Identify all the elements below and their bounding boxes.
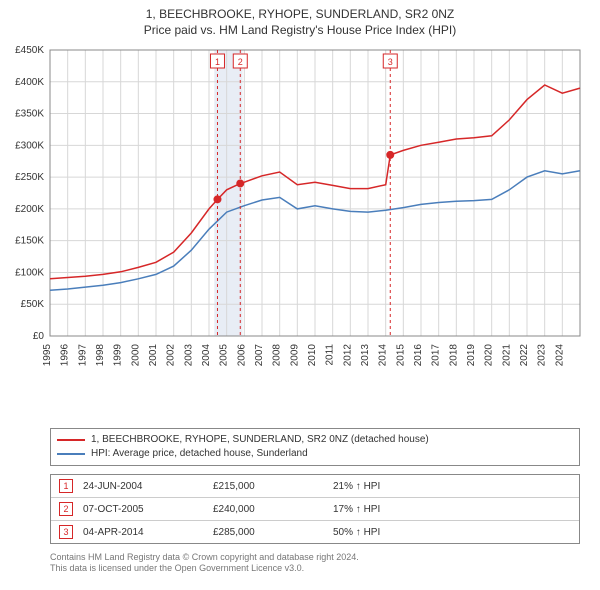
- svg-text:2019: 2019: [466, 344, 477, 367]
- svg-text:2013: 2013: [360, 344, 371, 367]
- svg-text:2010: 2010: [307, 344, 318, 367]
- svg-text:2003: 2003: [183, 344, 194, 367]
- sales-table: 1 24-JUN-2004 £215,000 21% ↑ HPI 2 07-OCT-200…: [50, 474, 580, 544]
- sale-price: £215,000: [213, 481, 323, 492]
- sale-date: 07-OCT-2005: [83, 504, 203, 515]
- title-line-2: Price paid vs. HM Land Registry's House …: [0, 22, 600, 38]
- svg-text:£50K: £50K: [21, 299, 45, 310]
- plot-svg: £0£50K£100K£150K£200K£250K£300K£350K£400…: [50, 50, 580, 380]
- svg-text:£200K: £200K: [15, 204, 44, 215]
- svg-text:£350K: £350K: [15, 109, 44, 120]
- svg-text:2011: 2011: [325, 344, 336, 366]
- legend-swatch: [57, 439, 85, 441]
- svg-text:2008: 2008: [272, 344, 283, 367]
- svg-text:2016: 2016: [413, 344, 424, 367]
- sale-change: 50% ↑ HPI: [333, 527, 453, 538]
- svg-text:1997: 1997: [77, 344, 88, 367]
- svg-text:2009: 2009: [289, 344, 300, 367]
- svg-text:2004: 2004: [201, 344, 212, 367]
- svg-text:£450K: £450K: [15, 45, 44, 56]
- sale-date: 24-JUN-2004: [83, 481, 203, 492]
- svg-text:£0: £0: [33, 331, 45, 342]
- svg-text:2024: 2024: [554, 344, 565, 367]
- svg-text:2006: 2006: [236, 344, 247, 367]
- svg-text:£300K: £300K: [15, 140, 44, 151]
- title-line-1: 1, BEECHBROOKE, RYHOPE, SUNDERLAND, SR2 …: [0, 6, 600, 22]
- svg-text:2017: 2017: [431, 344, 442, 367]
- svg-text:2001: 2001: [148, 344, 159, 367]
- svg-text:1998: 1998: [95, 344, 106, 367]
- footnote: Contains HM Land Registry data © Crown c…: [50, 552, 580, 575]
- footnote-line-2: This data is licensed under the Open Gov…: [50, 563, 580, 574]
- sale-price: £240,000: [213, 504, 323, 515]
- legend-label: 1, BEECHBROOKE, RYHOPE, SUNDERLAND, SR2 …: [91, 433, 429, 447]
- legend-label: HPI: Average price, detached house, Sund…: [91, 447, 308, 461]
- svg-text:3: 3: [388, 57, 393, 67]
- sale-date: 04-APR-2014: [83, 527, 203, 538]
- svg-text:1: 1: [215, 57, 220, 67]
- svg-text:2020: 2020: [484, 344, 495, 367]
- svg-text:2: 2: [238, 57, 243, 67]
- sales-row: 2 07-OCT-2005 £240,000 17% ↑ HPI: [51, 497, 579, 520]
- svg-text:£250K: £250K: [15, 172, 44, 183]
- svg-text:£150K: £150K: [15, 236, 44, 247]
- svg-text:2022: 2022: [519, 344, 530, 367]
- footnote-line-1: Contains HM Land Registry data © Crown c…: [50, 552, 580, 563]
- svg-text:2023: 2023: [537, 344, 548, 367]
- svg-text:£400K: £400K: [15, 77, 44, 88]
- sale-price: £285,000: [213, 527, 323, 538]
- svg-text:2005: 2005: [219, 344, 230, 367]
- svg-text:2012: 2012: [342, 344, 353, 367]
- svg-text:2018: 2018: [448, 344, 459, 367]
- svg-text:2015: 2015: [395, 344, 406, 367]
- sale-marker: 1: [59, 479, 73, 493]
- svg-text:2007: 2007: [254, 344, 265, 367]
- svg-text:£100K: £100K: [15, 267, 44, 278]
- sale-marker: 3: [59, 525, 73, 539]
- chart-title: 1, BEECHBROOKE, RYHOPE, SUNDERLAND, SR2 …: [0, 0, 600, 38]
- sales-row: 3 04-APR-2014 £285,000 50% ↑ HPI: [51, 520, 579, 543]
- plot-area: £0£50K£100K£150K£200K£250K£300K£350K£400…: [50, 50, 580, 380]
- sale-change: 17% ↑ HPI: [333, 504, 453, 515]
- chart-page: 1, BEECHBROOKE, RYHOPE, SUNDERLAND, SR2 …: [0, 0, 600, 590]
- sales-row: 1 24-JUN-2004 £215,000 21% ↑ HPI: [51, 475, 579, 497]
- sale-marker: 2: [59, 502, 73, 516]
- legend-row: 1, BEECHBROOKE, RYHOPE, SUNDERLAND, SR2 …: [57, 433, 573, 447]
- svg-text:1996: 1996: [60, 344, 71, 367]
- legend-swatch: [57, 453, 85, 455]
- svg-text:2000: 2000: [130, 344, 141, 367]
- legend: 1, BEECHBROOKE, RYHOPE, SUNDERLAND, SR2 …: [50, 428, 580, 466]
- svg-text:2014: 2014: [378, 344, 389, 367]
- svg-text:2002: 2002: [166, 344, 177, 367]
- svg-text:1999: 1999: [113, 344, 124, 367]
- svg-text:2021: 2021: [501, 344, 512, 367]
- svg-text:1995: 1995: [42, 344, 53, 367]
- legend-row: HPI: Average price, detached house, Sund…: [57, 447, 573, 461]
- sale-change: 21% ↑ HPI: [333, 481, 453, 492]
